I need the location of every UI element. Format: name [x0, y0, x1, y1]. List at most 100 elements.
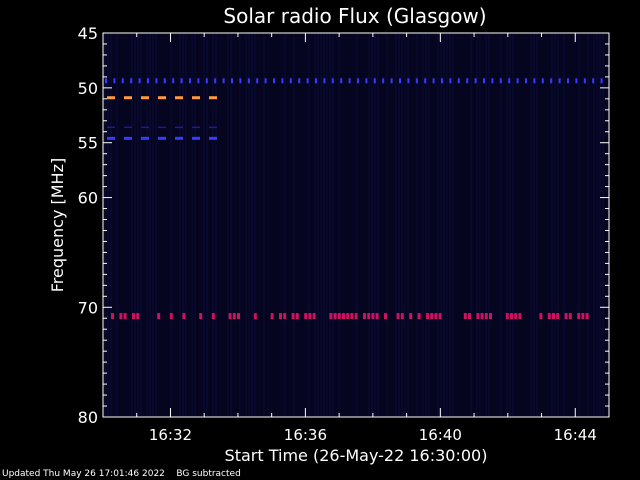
signal-mark: [132, 313, 135, 319]
x-tick-label: 16:44: [554, 426, 597, 444]
signal-mark: [158, 137, 166, 140]
signal-mark: [290, 78, 292, 83]
signal-mark: [209, 96, 217, 99]
signal-mark: [382, 78, 384, 83]
signal-mark: [350, 313, 353, 319]
signal-mark: [141, 137, 149, 140]
signal-mark: [565, 313, 568, 319]
signal-mark: [172, 78, 174, 83]
signal-mark: [313, 313, 316, 319]
signal-mark: [556, 313, 559, 319]
signal-mark: [441, 78, 443, 83]
signal-mark: [136, 313, 139, 319]
signal-mark: [130, 78, 132, 83]
signal-mark: [340, 78, 342, 83]
signal-mark: [199, 313, 202, 319]
signal-mark: [567, 78, 569, 83]
y-tick-label: 50: [78, 79, 98, 98]
bg-subtracted-note: BG subtracted: [176, 469, 240, 479]
signal-mark: [332, 78, 334, 83]
signal-mark: [107, 137, 115, 140]
signal-mark: [338, 313, 341, 319]
signal-mark: [424, 78, 426, 83]
signal-mark: [279, 313, 282, 319]
signal-mark: [223, 78, 225, 83]
footer: Updated Thu May 26 17:01:46 2022 BG subt…: [2, 469, 241, 479]
signal-mark: [475, 78, 477, 83]
signal-mark: [416, 78, 418, 83]
signal-mark: [367, 313, 370, 319]
signal-mark: [307, 78, 309, 83]
signal-mark: [569, 313, 572, 319]
signal-mark: [283, 313, 286, 319]
signal-mark: [256, 78, 258, 83]
signal-mark: [506, 313, 509, 319]
y-tick-label: 55: [78, 134, 98, 153]
signal-mark: [124, 313, 127, 319]
signal-mark: [189, 78, 191, 83]
signal-mark: [418, 313, 421, 319]
signal-mark: [233, 313, 236, 319]
signal-mark: [265, 78, 267, 83]
signal-mark: [157, 313, 160, 319]
signal-mark: [248, 78, 250, 83]
signal-mark: [500, 78, 502, 83]
signal-mark: [489, 313, 492, 319]
signal-mark: [357, 78, 359, 83]
signal-mark: [158, 96, 166, 99]
signal-mark: [107, 127, 115, 128]
signal-mark: [105, 78, 107, 83]
updated-timestamp: Updated Thu May 26 17:01:46 2022: [2, 469, 165, 479]
signal-mark: [449, 78, 451, 83]
signal-mark: [209, 137, 217, 140]
signal-mark: [384, 313, 387, 319]
signal-mark: [122, 78, 124, 83]
signal-mark: [409, 313, 412, 319]
signal-mark: [175, 96, 183, 99]
signal-mark: [349, 78, 351, 83]
signal-mark: [559, 78, 561, 83]
signal-mark: [430, 313, 433, 319]
signal-mark: [113, 78, 115, 83]
signal-mark: [124, 137, 132, 140]
signal-mark: [458, 78, 460, 83]
signal-mark: [552, 313, 555, 319]
signal-mark: [426, 313, 429, 319]
signal-mark: [155, 78, 157, 83]
signal-mark: [239, 78, 241, 83]
signal-mark: [229, 313, 232, 319]
signal-mark: [192, 137, 200, 140]
signal-mark: [548, 313, 551, 319]
signal-mark: [329, 313, 332, 319]
signal-mark: [542, 78, 544, 83]
signal-mark: [334, 313, 337, 319]
signal-mark: [399, 78, 401, 83]
signal-mark: [374, 78, 376, 83]
signal-mark: [175, 137, 183, 140]
y-tick-label: 80: [78, 408, 98, 427]
signal-mark: [308, 313, 311, 319]
y-tick-label: 45: [78, 24, 98, 43]
signal-mark: [170, 313, 173, 319]
signal-mark: [485, 313, 488, 319]
y-tick-label: 60: [78, 189, 98, 208]
signal-mark: [533, 78, 535, 83]
signal-mark: [433, 78, 435, 83]
signal-mark: [237, 313, 240, 319]
signal-mark: [181, 78, 183, 83]
signal-mark: [401, 313, 404, 319]
signal-mark: [518, 313, 521, 319]
signal-mark: [581, 313, 584, 319]
y-tick-label: 70: [78, 298, 98, 317]
signal-mark: [182, 313, 185, 319]
signal-mark: [281, 78, 283, 83]
x-axis-label: Start Time (26-May-22 16:30:00): [225, 446, 488, 465]
signal-mark: [601, 78, 603, 83]
signal-mark: [197, 78, 199, 83]
signal-mark: [483, 78, 485, 83]
signal-mark: [323, 78, 325, 83]
signal-mark: [296, 313, 299, 319]
signal-mark: [592, 78, 594, 83]
signal-mark: [212, 313, 215, 319]
